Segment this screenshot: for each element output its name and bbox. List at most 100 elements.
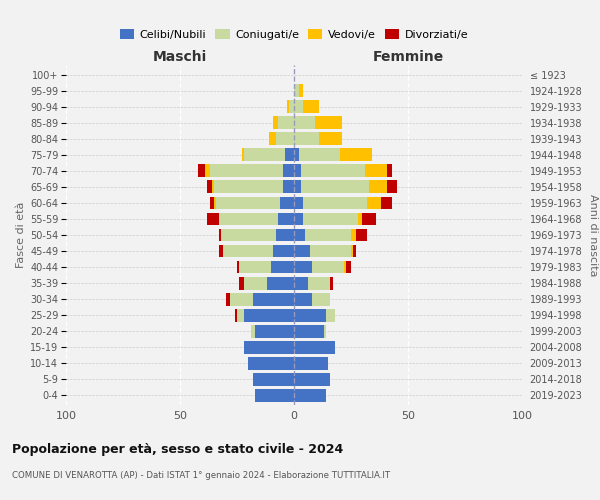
Legend: Celibi/Nubili, Coniugati/e, Vedovi/e, Divorziati/e: Celibi/Nubili, Coniugati/e, Vedovi/e, Di…	[115, 24, 473, 44]
Bar	[294, 292, 312, 306]
Bar	[209, 164, 283, 177]
Y-axis label: Fasce di età: Fasce di età	[16, 202, 26, 268]
Bar	[209, 196, 214, 209]
Bar	[244, 309, 294, 322]
Bar	[219, 228, 221, 241]
Bar	[294, 309, 326, 322]
Bar	[294, 357, 328, 370]
Bar	[244, 276, 266, 289]
Bar	[369, 180, 388, 194]
Bar	[294, 180, 301, 194]
Bar	[276, 132, 294, 145]
Bar	[326, 309, 335, 322]
Bar	[283, 164, 294, 177]
Bar	[198, 164, 205, 177]
Bar	[380, 196, 392, 209]
Bar	[294, 164, 301, 177]
Bar	[351, 228, 356, 241]
Bar	[223, 244, 274, 258]
Bar	[294, 260, 312, 274]
Bar	[303, 212, 358, 226]
Bar	[239, 276, 244, 289]
Bar	[346, 260, 351, 274]
Bar	[244, 148, 285, 161]
Bar	[294, 212, 303, 226]
Bar	[294, 276, 308, 289]
Bar	[299, 148, 340, 161]
Bar	[305, 228, 351, 241]
Bar	[253, 292, 294, 306]
Bar	[237, 309, 244, 322]
Bar	[230, 292, 253, 306]
Bar	[294, 228, 305, 241]
Bar	[294, 148, 299, 161]
Bar	[312, 260, 344, 274]
Bar	[331, 276, 333, 289]
Bar	[294, 132, 319, 145]
Bar	[294, 116, 314, 129]
Bar	[255, 389, 294, 402]
Bar	[301, 180, 369, 194]
Bar	[219, 244, 223, 258]
Bar	[303, 196, 367, 209]
Bar	[301, 164, 365, 177]
Bar	[274, 116, 278, 129]
Y-axis label: Anni di nascita: Anni di nascita	[588, 194, 598, 276]
Bar	[362, 212, 376, 226]
Bar	[294, 196, 303, 209]
Bar	[287, 100, 289, 113]
Bar	[319, 132, 342, 145]
Bar	[294, 389, 326, 402]
Bar	[367, 196, 380, 209]
Bar	[214, 180, 283, 194]
Bar	[239, 260, 271, 274]
Bar	[278, 116, 294, 129]
Bar	[242, 148, 244, 161]
Bar	[294, 244, 310, 258]
Bar	[217, 196, 280, 209]
Bar	[212, 180, 214, 194]
Bar	[314, 116, 342, 129]
Bar	[205, 164, 209, 177]
Bar	[294, 341, 335, 353]
Bar	[351, 244, 353, 258]
Text: Femmine: Femmine	[373, 50, 443, 64]
Bar	[340, 148, 371, 161]
Bar	[237, 260, 239, 274]
Bar	[269, 132, 276, 145]
Bar	[294, 373, 331, 386]
Bar	[285, 148, 294, 161]
Bar	[266, 276, 294, 289]
Text: COMUNE DI VENAROTTA (AP) - Dati ISTAT 1° gennaio 2024 - Elaborazione TUTTITALIA.: COMUNE DI VENAROTTA (AP) - Dati ISTAT 1°…	[12, 471, 390, 480]
Bar	[271, 260, 294, 274]
Bar	[276, 228, 294, 241]
Bar	[255, 325, 294, 338]
Bar	[235, 309, 237, 322]
Bar	[248, 357, 294, 370]
Bar	[388, 180, 397, 194]
Bar	[294, 100, 303, 113]
Bar	[244, 341, 294, 353]
Bar	[323, 325, 326, 338]
Bar	[274, 244, 294, 258]
Bar	[308, 276, 331, 289]
Bar	[226, 292, 230, 306]
Bar	[208, 212, 219, 226]
Bar	[344, 260, 346, 274]
Bar	[353, 244, 356, 258]
Text: Maschi: Maschi	[153, 50, 207, 64]
Bar	[253, 373, 294, 386]
Bar	[289, 100, 294, 113]
Bar	[214, 196, 217, 209]
Bar	[280, 196, 294, 209]
Bar	[283, 180, 294, 194]
Bar	[208, 180, 212, 194]
Bar	[358, 212, 362, 226]
Bar	[312, 292, 331, 306]
Bar	[294, 84, 299, 97]
Bar	[310, 244, 351, 258]
Bar	[251, 325, 255, 338]
Bar	[221, 228, 276, 241]
Bar	[356, 228, 367, 241]
Bar	[294, 325, 323, 338]
